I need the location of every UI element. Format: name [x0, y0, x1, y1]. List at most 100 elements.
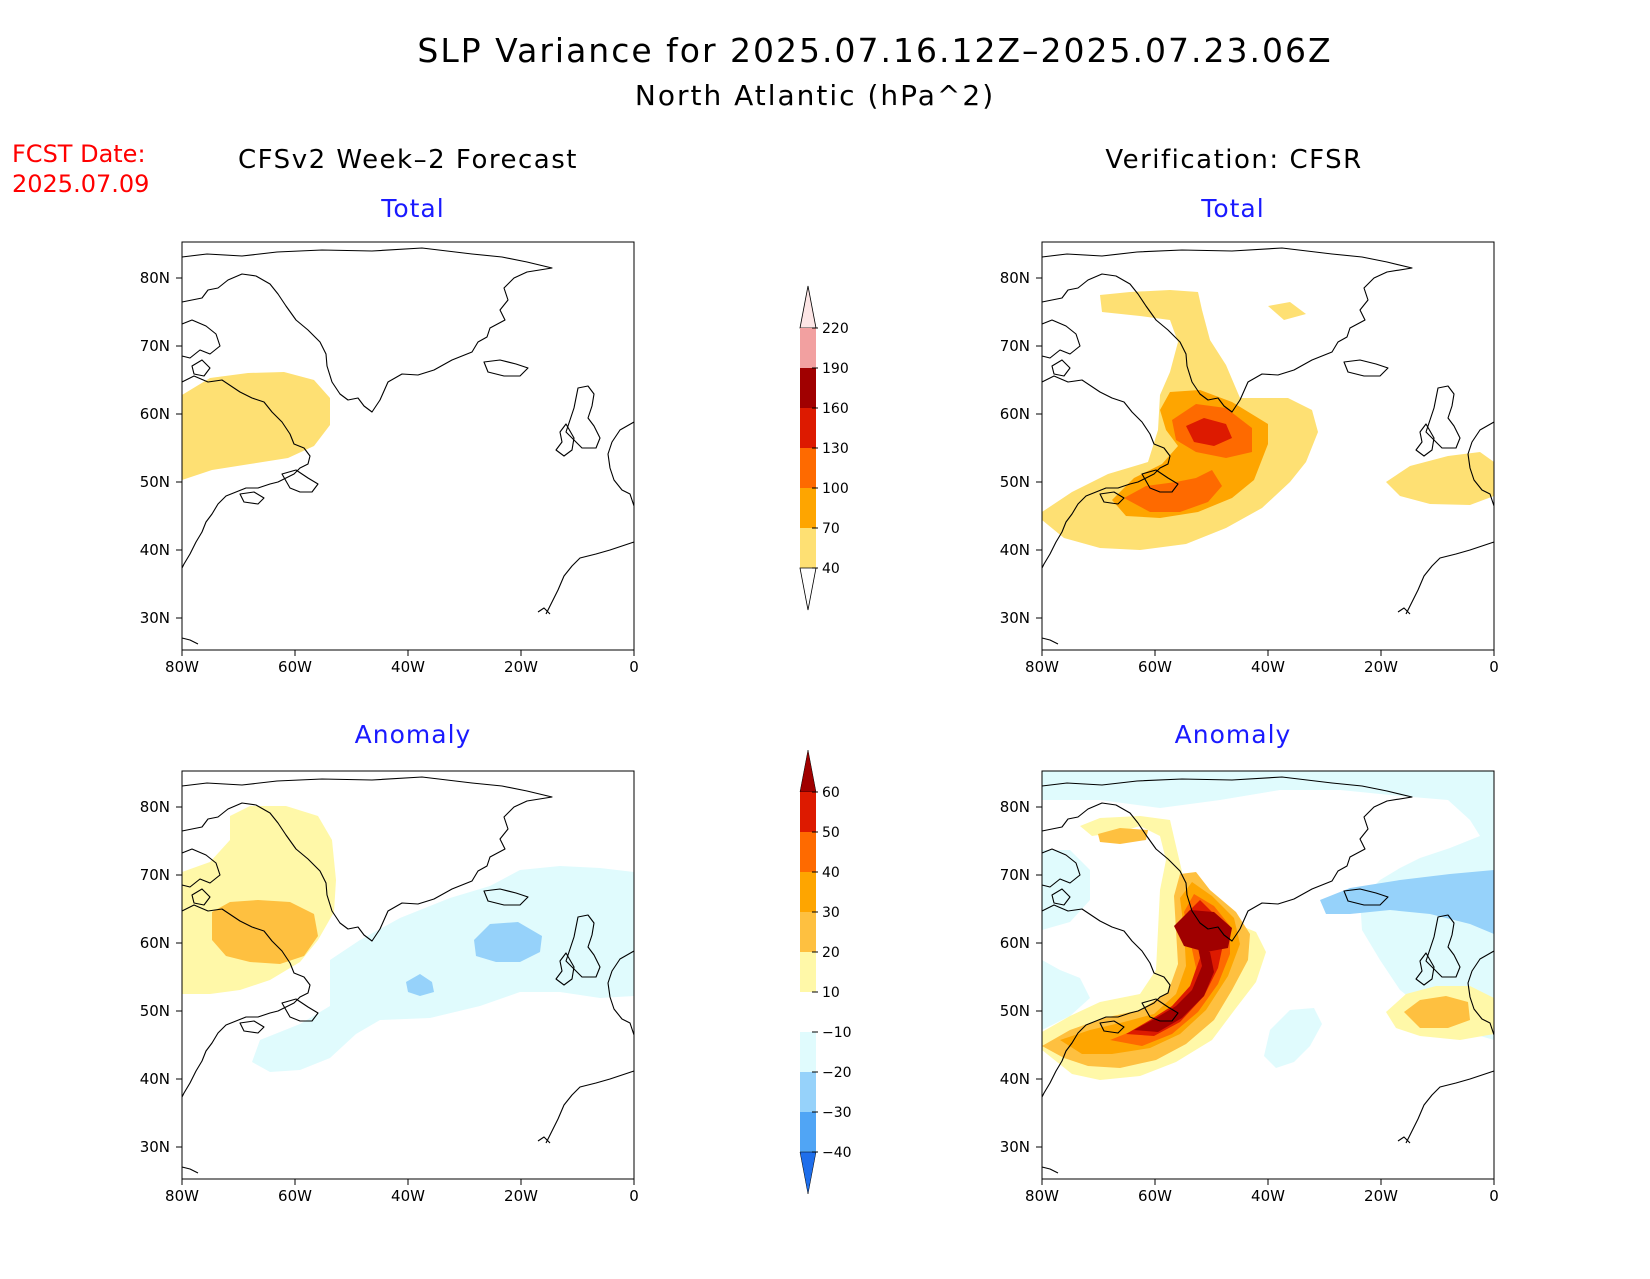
- lat-label: 30N: [1000, 1138, 1030, 1156]
- colorbar-swatch: [800, 1072, 816, 1112]
- colorbar-swatch: [800, 1112, 816, 1152]
- lat-label: 30N: [140, 1138, 170, 1156]
- lon-label: 80W: [165, 1187, 199, 1205]
- lat-label: 80N: [1000, 269, 1030, 287]
- lon-label: 20W: [1364, 1187, 1398, 1205]
- lon-label: 40W: [1251, 1187, 1285, 1205]
- lat-label: 30N: [1000, 609, 1030, 627]
- colorbar-label: 100: [822, 481, 849, 497]
- colorbar-swatch: [800, 448, 816, 488]
- shade-neg10-neg20: [1264, 1008, 1322, 1068]
- shade-neg20-neg30: [474, 922, 542, 962]
- shade-neg10-neg20: [252, 866, 634, 1072]
- colorbar-label: −40: [822, 1145, 852, 1161]
- total-colorbar: 220 190 160 130 100 70 40: [799, 285, 849, 611]
- colorbar-arrow-bottom: [799, 1151, 817, 1195]
- lat-label: 70N: [140, 337, 170, 355]
- lat-label: 50N: [1000, 473, 1030, 491]
- axis-labels-bl: 80N 70N 60N 50N 40N 30N 80W 60W 40W 20W …: [140, 798, 639, 1205]
- lat-label: 40N: [140, 1070, 170, 1088]
- lon-label: 0: [1489, 658, 1499, 676]
- lon-label: 40W: [391, 1187, 425, 1205]
- lon-label: 40W: [1251, 658, 1285, 676]
- lon-label: 60W: [278, 658, 312, 676]
- panel-title-anomaly-left: Anomaly: [355, 720, 472, 749]
- axis-labels-br: 80N 70N 60N 50N 40N 30N 80W 60W 40W 20W …: [1000, 798, 1499, 1205]
- lat-label: 40N: [1000, 1070, 1030, 1088]
- colorbar-swatch: [800, 832, 816, 872]
- main-title: SLP Variance for 2025.07.16.12Z–2025.07.…: [417, 31, 1332, 70]
- colorbar-swatch: [800, 872, 816, 912]
- lon-label: 20W: [504, 1187, 538, 1205]
- shade-130-160: [1186, 418, 1232, 446]
- main-subtitle: North Atlantic (hPa^2): [635, 79, 995, 112]
- lat-label: 60N: [140, 934, 170, 952]
- colorbar-swatch: [800, 952, 816, 992]
- lat-label: 80N: [1000, 798, 1030, 816]
- shade-40-70: [1386, 452, 1494, 505]
- shade-40-70: [1268, 302, 1306, 320]
- lon-label: 20W: [504, 658, 538, 676]
- lat-label: 80N: [140, 798, 170, 816]
- lat-label: 40N: [1000, 541, 1030, 559]
- lon-label: 0: [1489, 1187, 1499, 1205]
- axis-labels-tr: 80N 70N 60N 50N 40N 30N 80W 60W 40W 20W …: [1000, 269, 1499, 676]
- lat-label: 70N: [1000, 337, 1030, 355]
- colorbar-swatch: [800, 368, 816, 408]
- map-panel-forecast-total: 80N 70N 60N 50N 40N 30N 80W 60W 40W 20W …: [140, 241, 639, 676]
- colorbar-label: 130: [822, 441, 849, 457]
- colorbar-label: 190: [822, 361, 849, 377]
- lon-label: 40W: [391, 658, 425, 676]
- colorbar-label: 10: [822, 985, 840, 1001]
- lon-label: 80W: [1025, 658, 1059, 676]
- lon-label: 80W: [1025, 1187, 1059, 1205]
- shade-60-plus: [1134, 910, 1232, 1032]
- colorbar-label: 30: [822, 905, 840, 921]
- colorbar-label: 160: [822, 401, 849, 417]
- colorbar-label: −20: [822, 1065, 852, 1081]
- map-panel-forecast-anomaly: 80N 70N 60N 50N 40N 30N 80W 60W 40W 20W …: [140, 770, 639, 1205]
- fcst-date-label: FCST Date:: [12, 140, 146, 168]
- colorbar-arrow-bottom: [799, 567, 817, 611]
- lon-label: 60W: [278, 1187, 312, 1205]
- colorbar-swatch: [800, 912, 816, 952]
- colorbar-swatch: [800, 488, 816, 528]
- shade-20-30: [1404, 996, 1470, 1028]
- axis-labels-tl: 80N 70N 60N 50N 40N 30N 80W 60W 40W 20W …: [140, 269, 639, 676]
- lon-label: 60W: [1138, 1187, 1172, 1205]
- left-column-title: CFSv2 Week–2 Forecast: [238, 145, 578, 175]
- lat-label: 70N: [1000, 866, 1030, 884]
- shade-neutral: [1042, 790, 1494, 1179]
- colorbar-label: 50: [822, 825, 840, 841]
- lon-label: 0: [629, 658, 639, 676]
- colorbar-label: 20: [822, 945, 840, 961]
- lat-label: 70N: [140, 866, 170, 884]
- colorbar-label: 220: [822, 321, 849, 337]
- colorbar-arrow-top: [799, 285, 817, 329]
- lat-label: 60N: [1000, 405, 1030, 423]
- lat-label: 50N: [1000, 1002, 1030, 1020]
- shade-40-70: [182, 372, 330, 480]
- colorbar-swatch: [800, 1032, 816, 1072]
- colorbar-swatch: [800, 528, 816, 568]
- panel-title-total-left: Total: [380, 194, 444, 223]
- colorbar-swatch: [800, 992, 816, 1032]
- colorbar-label: 70: [822, 521, 840, 537]
- lon-label: 0: [629, 1187, 639, 1205]
- lat-label: 60N: [140, 405, 170, 423]
- map-panel-verification-anomaly: 80N 70N 60N 50N 40N 30N 80W 60W 40W 20W …: [1000, 770, 1499, 1205]
- colorbar-label: −30: [822, 1105, 852, 1121]
- lat-label: 60N: [1000, 934, 1030, 952]
- colorbar-arrow-top: [799, 749, 817, 793]
- panel-title-anomaly-right: Anomaly: [1175, 720, 1292, 749]
- lat-label: 80N: [140, 269, 170, 287]
- map-panel-verification-total: 80N 70N 60N 50N 40N 30N 80W 60W 40W 20W …: [1000, 241, 1499, 676]
- lon-label: 80W: [165, 658, 199, 676]
- lat-label: 50N: [140, 473, 170, 491]
- colorbar-label: 40: [822, 865, 840, 881]
- colorbar-label: −10: [822, 1025, 852, 1041]
- panel-title-total-right: Total: [1200, 194, 1264, 223]
- lat-label: 50N: [140, 1002, 170, 1020]
- colorbar-label: 60: [822, 785, 840, 801]
